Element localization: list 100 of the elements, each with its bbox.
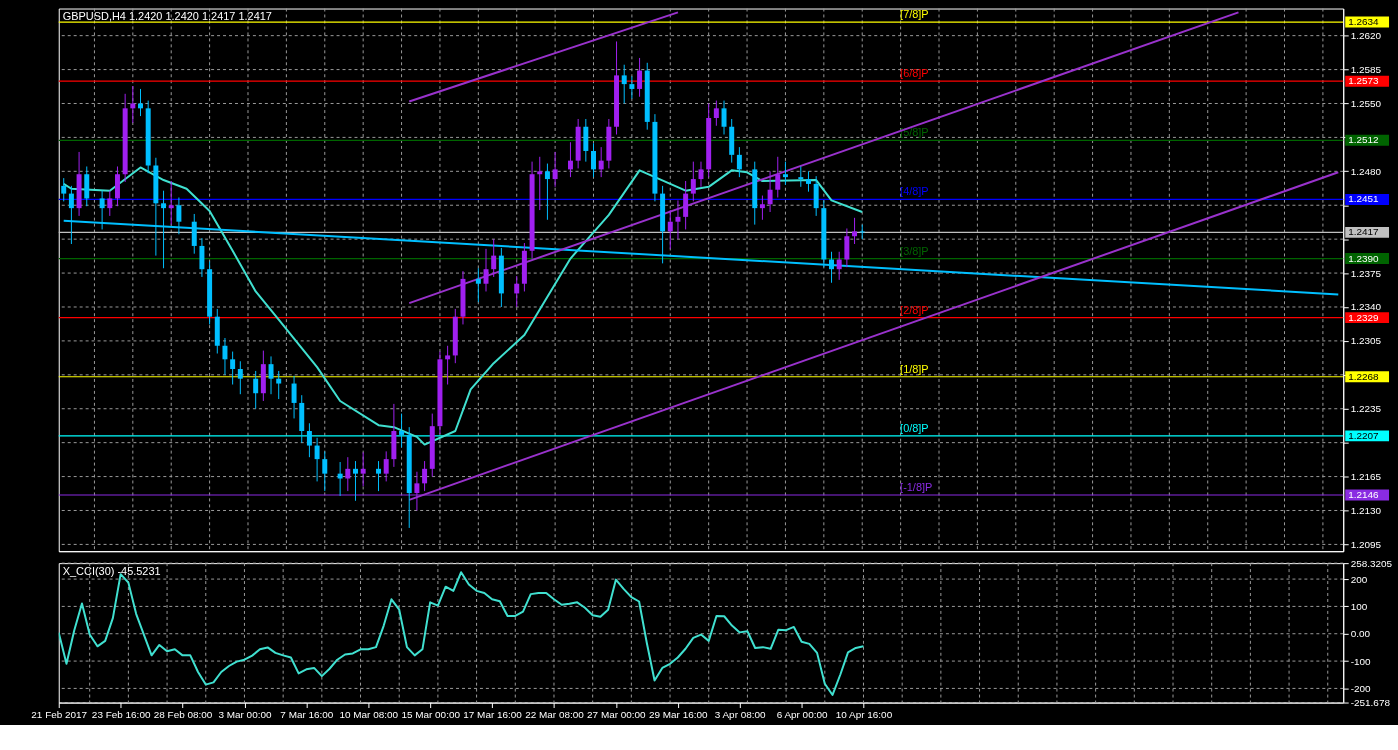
candlestick: [629, 75, 635, 100]
y-tick-label: 100: [1350, 600, 1368, 612]
candlestick: [683, 180, 689, 230]
candlestick: [399, 413, 405, 448]
candlestick: [782, 161, 788, 186]
x-tick-label: 27 Mar 00:00: [587, 708, 647, 720]
y-tick-label: 200: [1350, 573, 1368, 585]
text: 1.2512: [1348, 134, 1380, 146]
y-tick-label: 258.3205: [1350, 557, 1393, 569]
candlestick: [767, 170, 773, 213]
y-tick-label: 1.2375: [1350, 267, 1382, 279]
candlestick: [230, 351, 236, 386]
ref-line-label: [5/8]P: [900, 126, 929, 139]
candlestick: [736, 146, 742, 178]
text: 1.2268: [1348, 370, 1380, 382]
candlestick: [667, 209, 673, 250]
candlestick: [836, 251, 842, 281]
candlestick: [621, 64, 627, 104]
x-tick-label: 29 Mar 16:00: [648, 708, 709, 720]
y-tick-label: 1.2620: [1350, 30, 1382, 42]
y-tick-label: 1.2340: [1350, 301, 1382, 313]
candlestick: [268, 355, 274, 395]
x-tick-label: 10 Apr 16:00: [835, 708, 893, 720]
candlestick: [690, 161, 696, 202]
candlestick: [168, 180, 174, 226]
candlestick: [360, 451, 366, 487]
y-tick-label: -100: [1350, 655, 1372, 667]
candlestick: [353, 460, 358, 502]
x-tick-label: 3 Apr 08:00: [714, 708, 767, 720]
text: 1.2146: [1348, 488, 1380, 500]
candlestick: [138, 88, 143, 117]
y-tick-label: 1.2550: [1350, 97, 1382, 109]
candlestick: [291, 375, 297, 419]
text: 1.2634: [1348, 16, 1380, 28]
ref-line-label: [7/8]P: [900, 8, 929, 21]
candlestick: [414, 471, 420, 511]
candlestick: [253, 370, 259, 410]
candlestick: [567, 141, 573, 178]
y-tick-label: -251.678: [1350, 697, 1391, 709]
candlestick: [445, 345, 451, 386]
candlestick: [107, 190, 113, 217]
candlestick: [721, 100, 727, 135]
candlestick: [337, 461, 343, 497]
candlestick: [376, 460, 382, 492]
y-tick-label: 1.2585: [1350, 64, 1382, 76]
ref-line-label: [-1/8]P: [900, 481, 933, 493]
candlestick: [514, 275, 520, 308]
candlestick: [491, 238, 497, 278]
candlestick: [798, 165, 804, 188]
ref-line-label: [0/8]P: [900, 421, 929, 434]
candlestick: [383, 450, 389, 482]
text: 1.2417: [1348, 226, 1380, 238]
candlestick: [544, 163, 550, 221]
y-tick-label: 0.00: [1350, 628, 1371, 640]
candlestick: [130, 85, 136, 124]
ref-line-label: [6/8]P: [900, 67, 929, 80]
candlestick: [537, 156, 543, 211]
x-tick-label: 15 Mar 00:00: [401, 708, 461, 720]
candlestick: [199, 237, 205, 278]
chart-title: X_CCI(30) -45.5231: [62, 565, 161, 578]
candlestick: [775, 156, 781, 198]
candlestick: [422, 460, 428, 492]
text: 1.2390: [1348, 252, 1380, 264]
candlestick: [61, 177, 67, 202]
line-series: [62, 166, 864, 446]
chart-title: GBPUSD,H4 1.2420 1.2420 1.2417 1.2417: [62, 10, 272, 23]
candlestick: [345, 456, 351, 492]
candlestick: [475, 267, 481, 303]
y-tick-label: 1.2305: [1350, 335, 1382, 347]
ref-line-label: [4/8]P: [900, 185, 929, 198]
x-tick-label: 7 Mar 16:00: [280, 708, 334, 720]
x-tick-label: 10 Mar 08:00: [339, 708, 399, 720]
candlestick: [306, 422, 312, 458]
y-tick-label: -200: [1350, 682, 1372, 694]
candlestick: [859, 224, 865, 240]
x-tick-label: 28 Feb 08:00: [153, 708, 213, 720]
candlestick: [675, 199, 681, 240]
candlestick: [598, 146, 604, 178]
candlestick: [829, 251, 834, 284]
y-tick-label: 1.2235: [1350, 403, 1382, 415]
candlestick: [591, 142, 596, 178]
x-tick-label: 21 Feb 2017: [31, 708, 88, 720]
candlestick: [805, 170, 811, 193]
y-tick-label: 1.2480: [1350, 165, 1382, 177]
ref-line-label: [3/8]P: [900, 244, 929, 257]
candlestick: [276, 370, 282, 400]
x-tick-label: 6 Apr 00:00: [776, 708, 828, 720]
candlestick: [552, 151, 558, 188]
candlestick: [844, 227, 850, 268]
text: 1.2573: [1348, 75, 1380, 87]
y-tick-label: 1.2130: [1350, 504, 1382, 516]
text: 1.2207: [1348, 429, 1380, 441]
candlestick: [222, 337, 228, 376]
x-tick-label: 3 Mar 00:00: [218, 708, 272, 720]
candlestick: [237, 360, 243, 395]
candlestick: [322, 450, 328, 492]
ref-line-label: [1/8]P: [900, 362, 929, 375]
candlestick: [314, 437, 320, 482]
y-tick-label: 1.2095: [1350, 538, 1382, 550]
candlestick: [852, 217, 858, 245]
